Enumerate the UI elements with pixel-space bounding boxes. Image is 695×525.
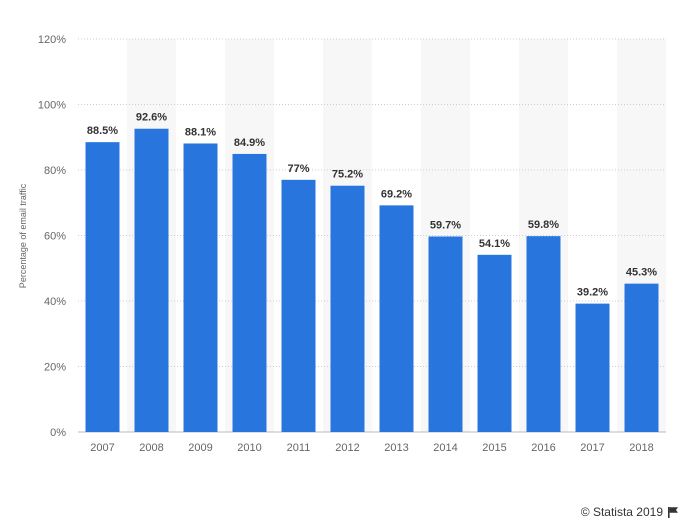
gridlines xyxy=(78,38,666,433)
bar[interactable] xyxy=(428,236,463,432)
bar-value-label: 75.2% xyxy=(332,169,363,181)
bar-value-label: 88.1% xyxy=(185,126,216,138)
bar[interactable] xyxy=(624,283,659,432)
y-tick-labels: 0% 20% 40% 60% 80% 100% 120% xyxy=(38,34,66,439)
bar-value-label: 54.1% xyxy=(479,238,510,250)
x-tick-label: 2011 xyxy=(287,442,311,454)
flag-icon[interactable] xyxy=(667,506,679,518)
bar[interactable] xyxy=(379,205,414,432)
x-tick-label: 2014 xyxy=(433,442,457,454)
bar[interactable] xyxy=(281,179,316,432)
bar-value-label: 92.6% xyxy=(136,112,167,124)
bar-value-label: 39.2% xyxy=(577,287,608,299)
y-tick-label: 20% xyxy=(44,362,66,374)
x-tick-label: 2010 xyxy=(237,442,261,454)
y-tick-label: 40% xyxy=(44,296,66,308)
bar-value-label: 45.3% xyxy=(626,267,657,279)
y-tick-label: 100% xyxy=(38,100,66,112)
bar-value-label: 69.2% xyxy=(381,188,412,200)
x-tick-label: 2018 xyxy=(629,442,653,454)
bar[interactable] xyxy=(134,128,169,433)
statista-credit[interactable]: © Statista 2019 xyxy=(581,505,679,519)
bar-value-label: 84.9% xyxy=(234,137,265,149)
x-tick-label: 2007 xyxy=(90,442,114,454)
bar-value-label: 59.7% xyxy=(430,219,461,231)
bar-value-label: 59.8% xyxy=(528,219,559,231)
y-axis-label: Percentage of email traffic xyxy=(18,183,28,288)
y-tick-label: 60% xyxy=(44,231,66,243)
x-tick-label: 2009 xyxy=(188,442,212,454)
bar[interactable] xyxy=(183,143,218,432)
y-tick-label: 80% xyxy=(44,165,66,177)
y-tick-label: 120% xyxy=(38,34,66,46)
x-tick-labels: 2007 2008 2009 2010 2011 2012 2013 2014 2015 2016… xyxy=(90,442,653,454)
bar[interactable] xyxy=(526,236,561,432)
bar[interactable] xyxy=(330,185,365,432)
bar[interactable] xyxy=(477,254,512,432)
x-tick-label: 2013 xyxy=(384,442,408,454)
credit-text: © Statista 2019 xyxy=(580,505,663,519)
bar[interactable] xyxy=(575,303,610,432)
x-tick-label: 2012 xyxy=(335,442,359,454)
bar-value-label: 88.5% xyxy=(87,125,118,137)
bar-value-labels: 88.5% 92.6% 88.1% 84.9% 77% 75.2% 69.2% 59.7% 54… xyxy=(87,112,657,299)
x-tick-label: 2015 xyxy=(482,442,506,454)
bar-value-label: 77% xyxy=(287,163,309,175)
x-tick-label: 2017 xyxy=(580,442,604,454)
bar[interactable] xyxy=(85,142,120,432)
y-tick-label: 0% xyxy=(50,427,66,439)
x-tick-label: 2016 xyxy=(531,442,555,454)
bars xyxy=(85,128,659,433)
x-tick-label: 2008 xyxy=(139,442,163,454)
bar[interactable] xyxy=(232,153,267,432)
